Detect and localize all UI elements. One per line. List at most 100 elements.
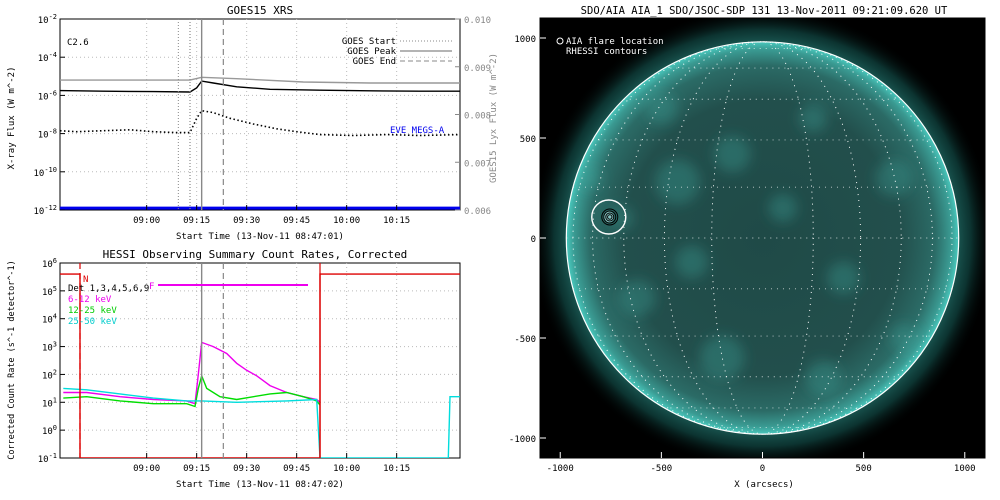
goes-y2tick-label-1: 0.007 (464, 159, 491, 169)
goes-ytick-label-0: 10-12 (34, 204, 58, 217)
goes-ytick-label-2: 10-8 (38, 128, 57, 141)
hessi-chart: HESSI Observing Summary Count Rates, Cor… (7, 248, 461, 490)
aia-y-axis: -1000 -500 0 500 1000 (509, 35, 546, 445)
aia-xtick-label-1: -500 (651, 464, 673, 474)
aia-xtick-label-4: 1000 (954, 464, 976, 474)
goes-plot-frame (59, 18, 461, 211)
hessi-xtick-label-4: 10:00 (333, 464, 360, 474)
goes-title: GOES15 XRS (227, 4, 293, 17)
hessi-series (60, 273, 460, 458)
goes-xtick-label-3: 09:45 (283, 216, 310, 226)
aia-ytick-label-2: 0 (531, 235, 536, 245)
hessi-ytick-label-3: 102 (42, 368, 57, 381)
longitude-line-7 (711, 41, 814, 435)
hessi-legend: 6-12 keV 12-25 keV 25-50 keV (68, 295, 117, 327)
goes-y2tick-label-3: 0.009 (464, 64, 491, 74)
goes-ytick-label-5: 10-2 (38, 13, 57, 26)
goes-xtick-label-0: 09:00 (133, 216, 160, 226)
legend-goes-start: GOES Start (342, 37, 396, 47)
flare-kernel (603, 211, 615, 223)
legend-goes-end: GOES End (353, 57, 396, 67)
goes-series-goes-long-1-8-a (60, 80, 460, 93)
goes-eve-label: EVE MEGS-A (390, 126, 445, 136)
rhessi-contour-2 (605, 212, 615, 222)
aia-xtick-label-3: 500 (856, 464, 872, 474)
goes-x-axis-label: Start Time (13-Nov-11 08:47:01) (176, 232, 344, 242)
aia-xtick-label-0: -1000 (547, 464, 574, 474)
hessi-title: HESSI Observing Summary Count Rates, Cor… (103, 248, 408, 261)
aia-ytick-label-0: -1000 (509, 435, 536, 445)
goes-xtick-label-4: 10:00 (333, 216, 360, 226)
legend-6-12-kev: 6-12 keV (68, 295, 112, 305)
rhessi-contour-0 (601, 208, 619, 226)
goes-y2-axis: 0.006 0.007 0.008 0.009 0.010 (455, 16, 491, 217)
goes-series (60, 76, 460, 210)
aia-flare-circle (591, 199, 627, 235)
active-region-11 (804, 359, 842, 397)
rhessi-contour-1 (603, 210, 617, 224)
hessi-ytick-label-5: 104 (42, 313, 57, 326)
goes-y2tick-label-2: 0.008 (464, 112, 491, 122)
active-region-8 (768, 193, 797, 223)
hessi-xtick-label-3: 09:45 (283, 464, 310, 474)
goes-xtick-label-2: 09:30 (233, 216, 260, 226)
goes-y-axis-label: X-ray Flux (W m^-2) (7, 67, 17, 170)
hessi-series-12-25-kev (63, 373, 321, 408)
goes-y2tick-label-0: 0.006 (464, 207, 491, 217)
flare-location-marker (591, 199, 627, 235)
active-region-13 (645, 91, 678, 125)
hessi-series-25-50-kev (63, 387, 460, 458)
aia-image: SDO/AIA AIA_1 SDO/JSOC-SDP 131 13-Nov-20… (509, 5, 986, 490)
rhessi-contour-3 (607, 214, 613, 220)
active-region-1 (713, 135, 751, 173)
longitude-line-11 (572, 41, 953, 435)
goes-event-lines (177, 19, 224, 210)
goes-xtick-label-1: 09:15 (183, 216, 210, 226)
legend-25-50-kev: 25-50 keV (68, 317, 117, 327)
goes-class-label: C2.6 (67, 38, 89, 48)
solar-limb (565, 41, 960, 435)
goes-y2-axis-label: GOES15 Lyx Flux (W m^-2) (489, 53, 499, 183)
sun-disk (566, 41, 959, 435)
hessi-ytick-label-4: 103 (42, 341, 57, 354)
goes-series-goes15-lyx (60, 76, 460, 84)
hessi-x-axis-label: Start Time (13-Nov-11 08:47:02) (176, 480, 344, 490)
goes-x-axis: 09:00 09:15 09:30 09:45 10:00 10:15 (133, 205, 410, 226)
hessi-xtick-label-0: 09:00 (133, 464, 160, 474)
aia-x-axis-label: X (arcsecs) (734, 480, 794, 490)
active-region-0 (655, 159, 700, 205)
active-region-5 (699, 335, 745, 381)
active-region-9 (675, 245, 708, 279)
aia-ytick-label-1: -500 (514, 335, 536, 345)
hessi-xtick-label-2: 09:30 (233, 464, 260, 474)
goes-chart: GOES15 XRS 09:00 09:15 09:30 09:45 10:00 10:1… (7, 4, 499, 242)
aia-title: SDO/AIA AIA_1 SDO/JSOC-SDP 131 13-Nov-20… (581, 5, 948, 17)
active-region-12 (889, 323, 919, 353)
hessi-ytick-label-0: 10-1 (38, 452, 57, 465)
aia-x-axis: -1000 -500 0 500 1000 (547, 452, 976, 474)
legend-12-25-kev: 12-25 keV (68, 306, 117, 316)
active-region-3 (618, 279, 656, 317)
legend-aia-flare-location: AIA flare location (566, 37, 664, 47)
hessi-ytick-label-1: 100 (42, 424, 57, 437)
goes-ytick-label-1: 10-10 (34, 166, 58, 179)
legend-rhessi-contours: RHESSI contours (566, 47, 647, 57)
active-region-6 (827, 261, 860, 295)
active-region-4 (608, 205, 634, 231)
hessi-series-attenuator-state (60, 273, 460, 458)
goes-series-goes-short-0-5-4-a (60, 109, 460, 137)
hessi-event-lines (79, 263, 321, 458)
goes-gridlines (60, 19, 460, 210)
goes-xtick-label-5: 10:15 (383, 216, 410, 226)
aia-ytick-label-3: 500 (520, 135, 536, 145)
active-region-10 (578, 165, 603, 191)
active-region-2 (798, 103, 828, 133)
longitude-line-8 (663, 41, 862, 435)
aia-xtick-label-2: 0 (760, 464, 765, 474)
active-region-7 (875, 159, 913, 197)
goes-legend: GOES Start GOES Peak GOES End (342, 37, 452, 67)
hessi-ytick-label-6: 105 (42, 285, 57, 298)
hessi-detectors-label: Det 1,3,4,5,6,9 (68, 284, 149, 294)
goes-y2tick-label-4: 0.010 (464, 16, 491, 26)
